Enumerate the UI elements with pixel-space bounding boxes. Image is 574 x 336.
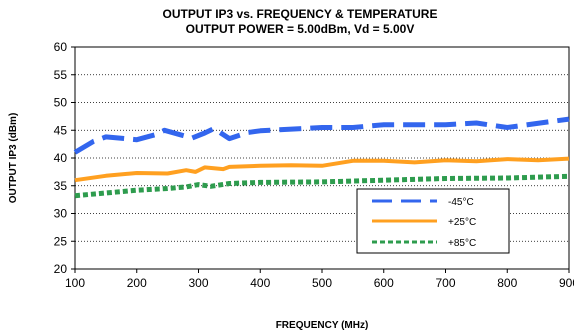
x-tick-label: 900 (559, 276, 574, 290)
y-tick-label: 20 (54, 262, 68, 276)
y-tick-label: 55 (54, 68, 68, 82)
x-axis-title: FREQUENCY (MHz) (276, 320, 369, 331)
y-axis-title: OUTPUT IP3 (dBm) (8, 113, 19, 204)
x-tick-label: 400 (250, 276, 270, 290)
y-tick-label: 25 (54, 234, 68, 248)
y-tick-label: 50 (54, 96, 68, 110)
x-axis-ticks: 100 200 300 400 500 600 700 800 900 (65, 269, 574, 290)
x-tick-label: 800 (497, 276, 517, 290)
x-tick-label: 500 (312, 276, 332, 290)
x-tick-label: 300 (188, 276, 208, 290)
legend-label-series-2: +25°C (448, 217, 476, 228)
chart-title: OUTPUT IP3 vs. FREQUENCY & TEMPERATURE (163, 7, 438, 21)
y-axis-ticks: 20 25 30 35 40 45 50 55 60 (54, 40, 75, 276)
legend-label-series-3: +85°C (448, 238, 476, 249)
x-tick-label: 600 (374, 276, 394, 290)
legend-label-series-1: -45°C (448, 197, 474, 208)
chart-subtitle: OUTPUT POWER = 5.00dBm, Vd = 5.00V (186, 22, 415, 36)
y-tick-label: 45 (54, 123, 68, 137)
y-tick-label: 35 (54, 179, 68, 193)
x-tick-label: 100 (65, 276, 85, 290)
y-tick-label: 60 (54, 40, 68, 54)
legend: -45°C +25°C +85°C (357, 189, 509, 253)
x-tick-label: 200 (127, 276, 147, 290)
y-tick-label: 40 (54, 151, 68, 165)
y-tick-label: 30 (54, 207, 68, 221)
x-tick-label: 700 (435, 276, 455, 290)
